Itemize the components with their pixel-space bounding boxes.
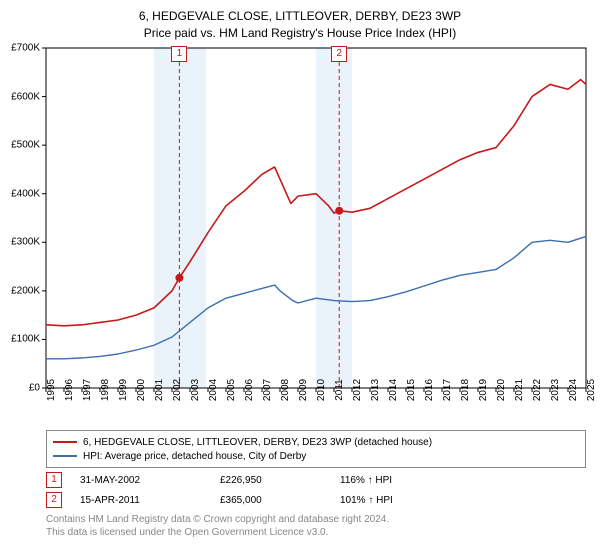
xtick-label: 2007 [262,379,273,401]
sale-date: 31-MAY-2002 [80,475,220,486]
footer-line2: This data is licensed under the Open Gov… [46,527,389,540]
plot-svg [46,48,586,388]
legend-label: 6, HEDGEVALE CLOSE, LITTLEOVER, DERBY, D… [83,437,432,448]
ytick-label: £600K [11,91,40,102]
xtick-label: 2008 [280,379,291,401]
xtick-label: 2005 [226,379,237,401]
xtick-label: 2012 [352,379,363,401]
xtick-label: 1998 [100,379,111,401]
ytick-label: £300K [11,237,40,248]
xtick-label: 1996 [64,379,75,401]
xtick-label: 2018 [460,379,471,401]
xtick-label: 1999 [118,379,129,401]
xtick-label: 1995 [46,379,57,401]
sale-marker-icon: 2 [331,46,347,62]
sale-price: £365,000 [220,495,340,506]
footer-line1: Contains HM Land Registry data © Crown c… [46,514,389,527]
xtick-label: 2015 [406,379,417,401]
ytick-label: £500K [11,140,40,151]
xtick-label: 2014 [388,379,399,401]
xtick-label: 2016 [424,379,435,401]
chart-title: 6, HEDGEVALE CLOSE, LITTLEOVER, DERBY, D… [0,0,600,42]
sale-row: 1 31-MAY-2002 £226,950 116% ↑ HPI [46,470,586,490]
xtick-label: 2022 [532,379,543,401]
legend-swatch [53,441,77,443]
xtick-label: 2011 [334,379,345,401]
xtick-label: 2013 [370,379,381,401]
xtick-label: 2009 [298,379,309,401]
xtick-label: 2000 [136,379,147,401]
sale-marker-icon: 2 [46,492,62,508]
title-line2: Price paid vs. HM Land Registry's House … [0,25,600,42]
legend-item: 6, HEDGEVALE CLOSE, LITTLEOVER, DERBY, D… [53,435,579,449]
ytick-label: £0 [29,383,40,394]
xtick-label: 2020 [496,379,507,401]
xtick-label: 2019 [478,379,489,401]
legend-label: HPI: Average price, detached house, City… [83,451,306,462]
xtick-label: 2023 [550,379,561,401]
sales-table: 1 31-MAY-2002 £226,950 116% ↑ HPI 2 15-A… [46,470,586,510]
sale-price: £226,950 [220,475,340,486]
xtick-label: 2017 [442,379,453,401]
chart-container: 6, HEDGEVALE CLOSE, LITTLEOVER, DERBY, D… [0,0,600,560]
ytick-label: £200K [11,285,40,296]
footer: Contains HM Land Registry data © Crown c… [46,514,389,539]
xtick-label: 2025 [586,379,597,401]
xtick-label: 2002 [172,379,183,401]
xtick-label: 2003 [190,379,201,401]
ytick-label: £700K [11,43,40,54]
xtick-label: 2024 [568,379,579,401]
ytick-label: £400K [11,188,40,199]
legend-swatch [53,455,77,457]
ytick-label: £100K [11,334,40,345]
plot-area: £0£100K£200K£300K£400K£500K£600K£700K199… [46,48,586,388]
sale-marker-icon: 1 [171,46,187,62]
legend-item: HPI: Average price, detached house, City… [53,449,579,463]
xtick-label: 2004 [208,379,219,401]
legend: 6, HEDGEVALE CLOSE, LITTLEOVER, DERBY, D… [46,430,586,468]
xtick-label: 2021 [514,379,525,401]
sale-row: 2 15-APR-2011 £365,000 101% ↑ HPI [46,490,586,510]
xtick-label: 1997 [82,379,93,401]
sale-marker-icon: 1 [46,472,62,488]
xtick-label: 2006 [244,379,255,401]
sale-date: 15-APR-2011 [80,495,220,506]
xtick-label: 2010 [316,379,327,401]
xtick-label: 2001 [154,379,165,401]
sale-pct: 116% ↑ HPI [340,475,460,486]
title-line1: 6, HEDGEVALE CLOSE, LITTLEOVER, DERBY, D… [0,8,600,25]
sale-pct: 101% ↑ HPI [340,495,460,506]
